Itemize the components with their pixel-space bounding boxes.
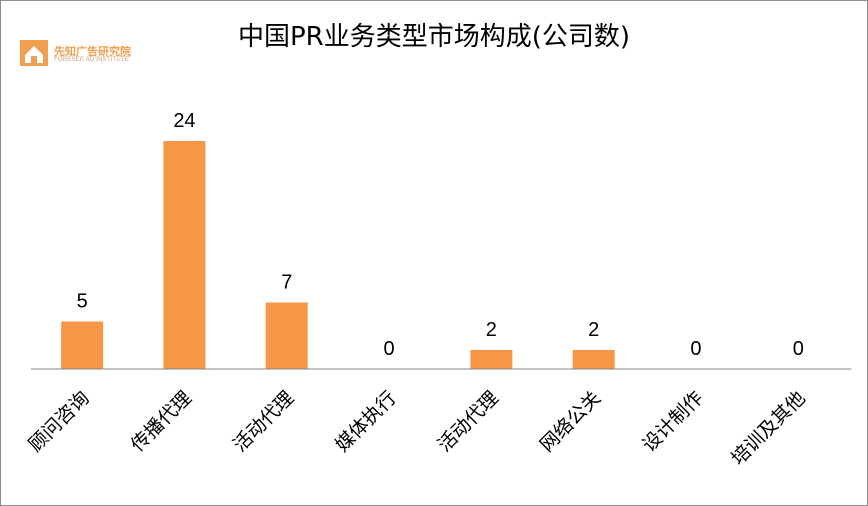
data-label-6: 2 xyxy=(588,319,599,341)
category-label-1: 顾问咨询 xyxy=(24,387,93,456)
data-label-5: 2 xyxy=(486,319,497,341)
logo-house-icon xyxy=(20,40,48,66)
data-label-2: 24 xyxy=(173,110,195,132)
data-label-8: 0 xyxy=(793,338,804,360)
logo: 先知广告研究院 FORESEE AD INSTITUTE xyxy=(20,40,140,70)
bar-2 xyxy=(163,141,206,369)
bar-5 xyxy=(470,350,513,369)
category-label-6: 网络公关 xyxy=(536,387,605,456)
category-label-4: 媒体执行 xyxy=(331,387,400,456)
bar-1 xyxy=(61,321,104,369)
category-label-8: 培训及其他 xyxy=(727,387,810,470)
bar-3 xyxy=(265,302,308,369)
data-label-7: 0 xyxy=(690,338,701,360)
data-label-3: 7 xyxy=(281,272,292,294)
category-label-5: 活动代理 xyxy=(434,387,503,456)
data-label-1: 5 xyxy=(77,291,88,313)
category-label-2: 传播代理 xyxy=(127,387,196,456)
data-label-4: 0 xyxy=(383,338,394,360)
chart-title: 中国PR业务类型市场构成(公司数) xyxy=(237,22,631,52)
logo-subtext: FORESEE AD INSTITUTE xyxy=(54,57,130,63)
category-label-3: 活动代理 xyxy=(229,387,298,456)
bar-6 xyxy=(572,350,615,369)
category-label-7: 设计制作 xyxy=(638,387,707,456)
logo-text: 先知广告研究院 xyxy=(54,45,131,58)
